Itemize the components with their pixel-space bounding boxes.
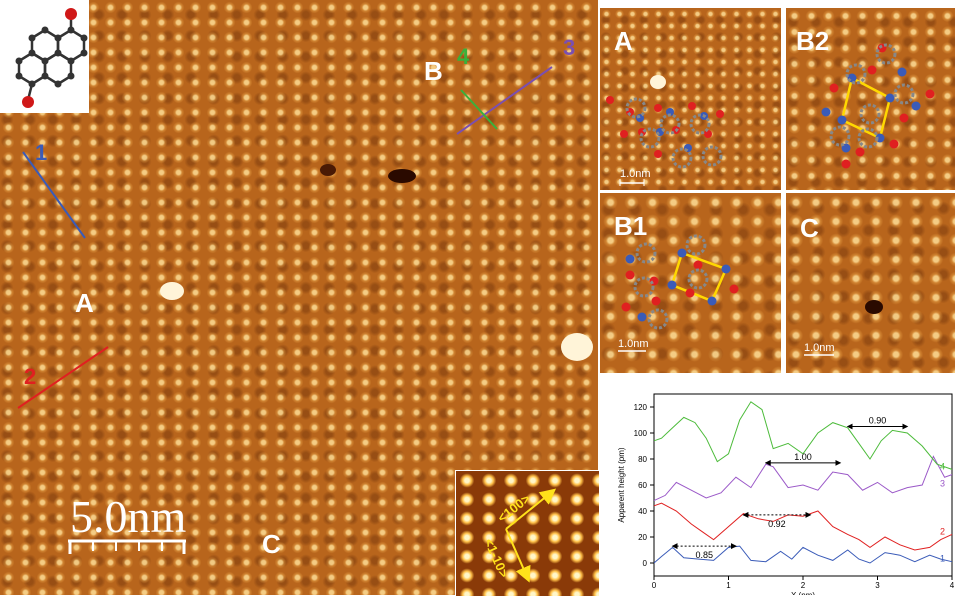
main-stm-image: A B C 1 2 3 4 5.0nm [0, 0, 598, 595]
y-tick-label: 80 [638, 455, 647, 464]
panel-label-a: A [614, 26, 633, 56]
direction-arrow-100 [505, 488, 557, 530]
series-line-2 [653, 502, 953, 551]
y-tick-label: 20 [638, 533, 647, 542]
direction-label-1-10: <1-10> [481, 536, 512, 580]
height-profile-chart: 0 20 40 60 80 100 120 0 1 2 3 4 X (nm) Apparent heigh… [600, 376, 955, 600]
y-tick-label: 40 [638, 507, 647, 516]
series-line-1 [653, 545, 953, 564]
defect [320, 164, 336, 176]
profile-line-3 [456, 66, 553, 135]
main-image-overlay [0, 0, 593, 554]
height-profile-svg: 0 20 40 60 80 100 120 0 1 2 3 4 X (nm) Apparent heigh… [617, 393, 955, 600]
molecule-overlay [821, 43, 935, 169]
bright-spot [160, 282, 184, 300]
y-tick-label: 60 [638, 481, 647, 490]
zoom-panel-a: A 1.0nm [600, 8, 781, 190]
series-line-4 [653, 401, 953, 470]
y-tick-label: 100 [634, 429, 648, 438]
panel-b1-scale: 1.0nm [618, 338, 649, 350]
molecule-overlay [621, 234, 739, 330]
molecule-overlay [606, 96, 724, 169]
annotation-label: 0.90 [869, 416, 887, 426]
direction-label-100: <100> [495, 491, 534, 526]
panel-label-b2: B2 [796, 26, 830, 56]
y-axis-label: Apparent height (pm) [617, 447, 626, 522]
series-label-3: 3 [940, 479, 945, 489]
x-tick-label: 2 [801, 581, 806, 590]
x-tick-label: 1 [726, 581, 731, 590]
panel-c-scale: 1.0nm [804, 342, 835, 354]
bright-spot [561, 333, 593, 361]
y-tick-label: 120 [634, 403, 648, 412]
region-label-a: A [75, 288, 94, 318]
lattice-inset: <100> <1-10> [455, 470, 600, 597]
profile-line-1 [22, 151, 86, 239]
profile-line-4 [460, 89, 498, 130]
panel-a-scale: 1.0nm [620, 168, 651, 180]
series-label-1: 1 [940, 554, 945, 564]
panel-label-b1: B1 [614, 211, 648, 241]
zoom-panel-c: C 1.0nm [786, 193, 955, 373]
zoom-panel-b2: B2 [786, 8, 955, 190]
direction-arrow-1-10 [505, 528, 531, 583]
zoom-panel-b1: B1 1.0nm [600, 193, 781, 373]
annotation-label: 1.00 [794, 452, 812, 462]
line-label-4: 4 [457, 44, 470, 69]
x-tick-label: 3 [875, 581, 880, 590]
region-label-c: C [262, 529, 281, 559]
molecule-structure-icon [15, 8, 88, 108]
main-scale-label: 5.0nm [70, 491, 187, 542]
x-tick-label: 4 [950, 581, 955, 590]
line-label-2: 2 [24, 364, 37, 389]
x-axis-label: X (nm) [791, 591, 815, 595]
line-label-3: 3 [563, 35, 576, 60]
region-label-b: B [424, 56, 443, 86]
series-label-4: 4 [940, 461, 945, 471]
series-line-3 [653, 455, 953, 502]
x-tick-label: 0 [652, 581, 657, 590]
annotation-label: 0.92 [768, 519, 786, 529]
annotation-label: 0.85 [696, 550, 714, 560]
defect [388, 169, 416, 183]
series-label-2: 2 [940, 526, 945, 536]
panel-label-c: C [800, 213, 819, 243]
y-tick-label: 0 [643, 559, 648, 568]
profile-line-2 [17, 346, 109, 409]
line-label-1: 1 [35, 140, 48, 165]
